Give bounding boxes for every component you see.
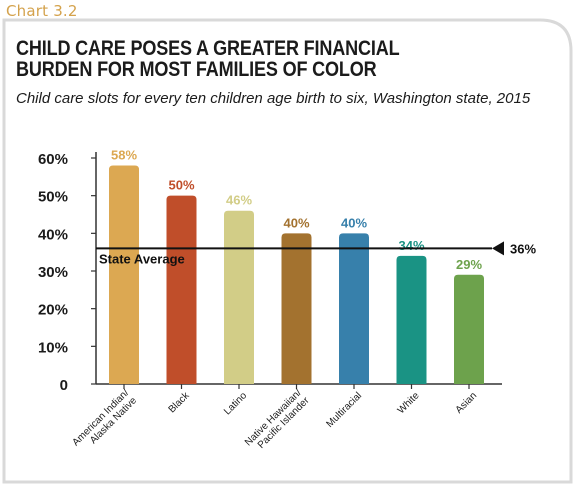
bar-value-label: 34% bbox=[398, 238, 424, 253]
state-average-arrow bbox=[492, 241, 504, 256]
bar bbox=[339, 233, 369, 384]
x-tick-label: Latino bbox=[222, 390, 249, 417]
bar bbox=[166, 195, 197, 384]
y-tick-label: 30% bbox=[38, 264, 68, 281]
x-tick-label-line: Multiracial bbox=[325, 390, 365, 430]
x-tick-label: White bbox=[396, 390, 422, 416]
x-tick-label: Multiracial bbox=[325, 390, 365, 430]
y-tick-label: 40% bbox=[38, 226, 68, 243]
x-tick-label: Black bbox=[167, 390, 193, 416]
state-average-label: State Average bbox=[99, 251, 185, 266]
x-tick-label: Native Hawaiian/Pacific Islander bbox=[243, 387, 312, 456]
bar bbox=[224, 210, 254, 384]
x-tick-label: American Indian/Alaska Native bbox=[70, 387, 139, 456]
state-average-value: 36% bbox=[510, 241, 536, 256]
y-tick-label: 20% bbox=[38, 302, 68, 319]
bar-value-label: 40% bbox=[283, 215, 309, 230]
chart-title: CHILD CARE POSES A GREATER FINANCIAL BUR… bbox=[16, 37, 400, 81]
bar bbox=[281, 233, 312, 384]
bar bbox=[396, 255, 427, 384]
bar bbox=[109, 165, 139, 384]
x-tick-label: Asian bbox=[454, 390, 479, 415]
chart-subtitle: Child care slots for every ten children … bbox=[16, 90, 531, 107]
x-tick-label-line: White bbox=[396, 390, 422, 416]
y-tick-label: 0 bbox=[60, 377, 68, 394]
bar-value-label: 46% bbox=[226, 193, 252, 208]
x-tick-label-line: Black bbox=[167, 390, 193, 416]
bar bbox=[454, 274, 484, 384]
bar-value-label: 58% bbox=[111, 148, 137, 163]
y-tick-label: 50% bbox=[38, 189, 68, 206]
x-tick-label-line: Latino bbox=[222, 390, 249, 417]
x-tick-label-line: Asian bbox=[454, 390, 479, 415]
y-tick-label: 60% bbox=[38, 151, 68, 168]
bar-value-label: 40% bbox=[341, 215, 367, 230]
frame-border bbox=[2, 18, 573, 484]
y-tick-label: 10% bbox=[38, 339, 68, 356]
bar-value-label: 29% bbox=[456, 257, 482, 272]
chart-number: Chart 3.2 bbox=[6, 2, 78, 20]
bar-value-label: 50% bbox=[168, 178, 194, 193]
